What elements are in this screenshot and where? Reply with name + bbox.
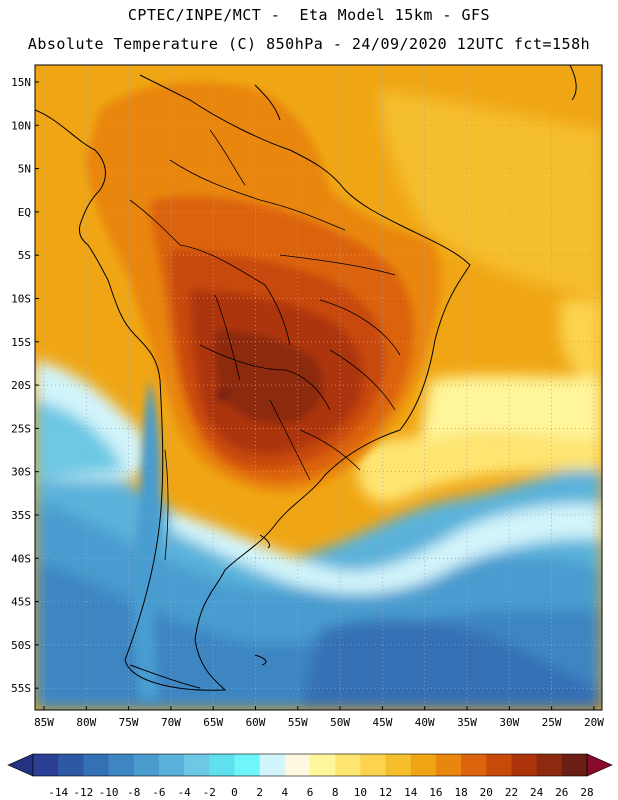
colorbar-swatch [108, 754, 135, 776]
colorbar-tick-label: 6 [307, 786, 314, 799]
lat-label: 30S [11, 466, 31, 479]
graticule [35, 65, 602, 710]
latitude-labels: 15N 10N 5N EQ 5S 10S 15S 20S 25S 30S 35S 40S 45S 50S 5… [11, 76, 39, 695]
lat-label: 5N [18, 163, 31, 176]
lat-label: 35S [11, 509, 31, 522]
lat-label: 45S [11, 596, 31, 609]
longitude-labels: 85W 80W 75W 70W 65W 60W 55W 50W 45W 40W 35W 30W 25W 2… [34, 706, 604, 729]
lon-label: 80W [76, 716, 96, 729]
colorbar-tick-label: 18 [454, 786, 467, 799]
colorbar-swatch [310, 754, 336, 776]
lon-label: 60W [246, 716, 266, 729]
lat-label: 25S [11, 422, 31, 435]
colorbar-min-arrow [7, 753, 34, 777]
title-line-2: Absolute Temperature (C) 850hPa - 24/09/… [27, 35, 591, 53]
temperature-field [35, 65, 602, 710]
lat-label: 20S [11, 379, 31, 392]
colorbar-tick-label: -12 [73, 786, 93, 799]
colorbar-tick-label: 0 [231, 786, 238, 799]
colorbar-tick-label: 26 [555, 786, 568, 799]
colorbar-swatch [158, 754, 185, 776]
colorbar-max-arrow [586, 753, 613, 777]
colorbar-tick-label: 24 [530, 786, 544, 799]
coastlines [35, 65, 577, 691]
lon-label: 65W [203, 716, 223, 729]
colorbar-swatch [385, 754, 412, 776]
colorbar: -14 -12 -10 -8 -6 -4 -2 0 2 4 6 8 10 12 14 16 18 20 22 24 26… [7, 753, 613, 799]
colorbar-swatch [536, 754, 563, 776]
colorbar-swatch [33, 754, 59, 776]
title-line-1: CPTEC/INPE/MCT - Eta Model 15km - GFS [127, 6, 491, 24]
lon-label: 35W [457, 716, 477, 729]
colorbar-tick-label: 16 [429, 786, 442, 799]
colorbar-tick-label: -10 [99, 786, 119, 799]
colorbar-swatch [58, 754, 84, 776]
colorbar-tick-label: 4 [282, 786, 289, 799]
colorbar-swatch [561, 754, 588, 776]
colorbar-swatch [511, 754, 538, 776]
lat-label: EQ [18, 206, 31, 219]
colorbar-tick-label: 14 [404, 786, 418, 799]
colorbar-tick-label: -2 [203, 786, 216, 799]
lat-label: 10N [11, 119, 31, 132]
colorbar-swatch [360, 754, 387, 776]
lon-label: 45W [372, 716, 392, 729]
colorbar-tick-label: -8 [127, 786, 140, 799]
colorbar-tick-label: 10 [354, 786, 367, 799]
lat-label: 5S [18, 249, 31, 262]
colorbar-tick-label: 2 [256, 786, 263, 799]
lon-label: 85W [34, 716, 54, 729]
lon-label: 40W [415, 716, 435, 729]
colorbar-tick-label: 12 [379, 786, 392, 799]
colorbar-swatch [259, 754, 286, 776]
colorbar-swatch [486, 754, 512, 776]
lon-label: 20W [584, 716, 604, 729]
colorbar-swatch [335, 754, 361, 776]
country-borders [129, 129, 401, 561]
map-frame [34, 64, 603, 711]
colorbar-swatch [83, 754, 110, 776]
colorbar-tick-label: -6 [152, 786, 165, 799]
colorbar-swatch [461, 754, 487, 776]
colorbar-swatch [410, 754, 437, 776]
lat-label: 10S [11, 293, 31, 306]
lat-label: 40S [11, 552, 31, 565]
colorbar-frame [32, 753, 588, 777]
lon-label: 30W [499, 716, 519, 729]
colorbar-swatch [284, 754, 311, 776]
colorbar-swatch [209, 754, 235, 776]
colorbar-swatch [435, 754, 462, 776]
colorbar-tick-label: 20 [480, 786, 493, 799]
colorbar-swatch [234, 754, 261, 776]
colorbar-swatch [133, 754, 160, 776]
lat-label: 15S [11, 336, 31, 349]
colorbar-tick-label: -14 [48, 786, 68, 799]
colorbar-tick-label: -4 [177, 786, 191, 799]
colorbar-tick-label: 22 [505, 786, 518, 799]
colorbar-tick-label: 8 [332, 786, 339, 799]
lat-label: 50S [11, 639, 31, 652]
lat-label: 55S [11, 682, 31, 695]
lon-label: 25W [542, 716, 562, 729]
colorbar-swatch [184, 754, 210, 776]
lat-label: 15N [11, 76, 31, 89]
lon-label: 70W [161, 716, 181, 729]
lon-label: 55W [288, 716, 308, 729]
colorbar-tick-label: 28 [580, 786, 593, 799]
lon-label: 75W [119, 716, 139, 729]
lon-label: 50W [330, 716, 350, 729]
